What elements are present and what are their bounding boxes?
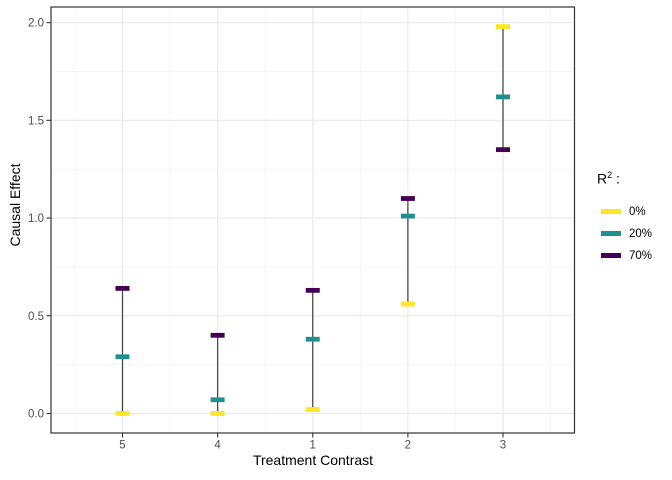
x-axis-title: Treatment Contrast	[252, 452, 374, 468]
legend-title: R2 :	[597, 170, 652, 187]
legend-title-superscript: 2	[607, 170, 613, 180]
crossbar-20%	[210, 397, 225, 403]
legend: R2 : 0% 20% 70%	[597, 170, 652, 267]
crossbar-0%	[210, 411, 225, 416]
crossbar-20%	[400, 213, 415, 219]
legend-title-base: R	[597, 170, 608, 187]
legend-label: 20%	[629, 227, 653, 240]
x-tick-label: 2	[405, 440, 411, 452]
y-tick-label: 2.0	[28, 18, 44, 30]
legend-key-icon	[601, 209, 621, 215]
crossbar-0%	[115, 411, 130, 416]
crossbar-70%	[210, 332, 225, 338]
x-tick-label: 5	[119, 440, 125, 452]
crossbar-20%	[496, 94, 510, 100]
legend-entry-0%: 0%	[597, 201, 652, 223]
crossbar-20%	[115, 354, 130, 360]
crossbar-70%	[496, 147, 510, 153]
x-tick-label: 1	[310, 440, 316, 452]
crossbar-70%	[400, 196, 415, 201]
legend-label: 70%	[629, 249, 653, 262]
y-tick-label: 0.0	[28, 408, 44, 420]
crossbar-0%	[305, 407, 320, 412]
y-tick-label: 1.0	[28, 213, 44, 225]
crossbar-70%	[305, 287, 320, 293]
y-tick-label: 0.5	[28, 311, 44, 323]
legend-key-icon	[601, 253, 621, 259]
y-tick-label: 1.5	[28, 115, 44, 127]
crossbar-0%	[400, 301, 415, 307]
crossbar-70%	[115, 285, 130, 291]
crossbar-20%	[305, 336, 320, 342]
legend-label: 0%	[629, 205, 646, 218]
crossbar-0%	[496, 24, 510, 29]
legend-entry-70%: 70%	[597, 245, 652, 267]
legend-title-suffix: :	[612, 170, 620, 187]
legend-entry-20%: 20%	[597, 223, 652, 245]
legend-entries: 0% 20% 70%	[597, 201, 652, 267]
y-axis-title: Causal Effect	[7, 163, 23, 247]
legend-key-icon	[601, 231, 621, 237]
x-tick-label: 4	[214, 440, 221, 452]
x-tick-label: 3	[500, 440, 506, 452]
